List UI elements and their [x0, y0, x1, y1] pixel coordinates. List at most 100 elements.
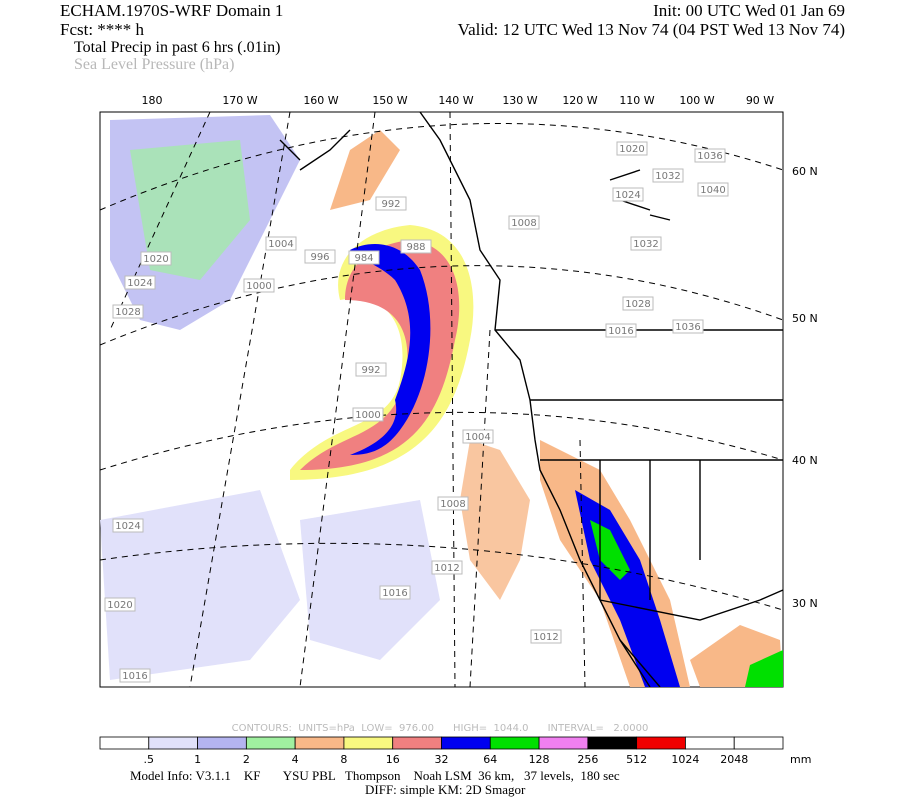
contour-label-box — [622, 296, 654, 311]
longitude-label: 90 W — [746, 94, 774, 107]
forecast-hour: Fcst: **** h — [60, 20, 145, 39]
field-name: Total Precip in past 6 hrs (.01in) — [74, 39, 280, 56]
colorbar-swatch — [636, 736, 686, 750]
contour-label-box — [243, 278, 275, 293]
contour-label-box — [124, 275, 156, 290]
contour-label: 1016 — [382, 588, 407, 599]
colorbar-label: 256 — [577, 753, 598, 766]
colorbar-swatch — [441, 736, 491, 750]
contour-label-box — [112, 518, 144, 533]
precip-field — [100, 115, 783, 687]
contour-label: 992 — [361, 365, 380, 376]
colorbar-swatch — [538, 736, 589, 750]
longitude-label: 120 W — [562, 94, 597, 107]
contour-label: 1012 — [434, 563, 459, 574]
contour-label: 1012 — [533, 632, 558, 643]
map: 984 988 992 996 1004 1000 1020 1024 1028 1008 992 1… — [99, 94, 818, 688]
contour-label: 1032 — [633, 239, 658, 250]
contour-label-box — [112, 304, 144, 319]
contour-label-box — [508, 215, 540, 230]
latitude-label: 40 N — [792, 454, 818, 467]
contour-label-box — [379, 585, 411, 600]
contour-label-box — [104, 597, 136, 612]
contour-label: 1028 — [625, 299, 650, 310]
colorbar-swatch — [294, 736, 345, 750]
contour-label: 1020 — [107, 600, 132, 611]
contour-label: 1036 — [697, 151, 722, 162]
latitude-label: 30 N — [792, 597, 818, 610]
colorbar-label: 512 — [626, 753, 647, 766]
contour-label-box — [355, 362, 387, 377]
colorbar-label: 64 — [483, 753, 497, 766]
contour-label: 1004 — [465, 432, 490, 443]
latitude-label: 60 N — [792, 165, 818, 178]
contour-label: 1008 — [511, 218, 536, 229]
colorbar-label: 1024 — [671, 753, 699, 766]
contour-label: 1028 — [115, 307, 140, 318]
model-info: DIFF: simple KM: 2D Smagor — [365, 782, 526, 797]
contour-label-box — [140, 251, 172, 266]
colorbar-label: 1 — [194, 753, 201, 766]
contour-label-box — [672, 319, 704, 334]
contour-label-box — [630, 236, 662, 251]
contour-label-box — [119, 668, 151, 683]
longitude-label: 170 W — [222, 94, 257, 107]
longitude-label: 110 W — [619, 94, 654, 107]
colorbar-swatch — [99, 736, 150, 750]
contour-label: 1036 — [675, 322, 700, 333]
model-title: ECHAM.1970S-WRF Domain 1 — [60, 1, 283, 20]
contour-label: 1024 — [615, 190, 640, 201]
colorbar-swatch — [392, 736, 442, 750]
contour-label: 1032 — [655, 171, 680, 182]
colorbar-swatch — [197, 736, 247, 750]
colorbar-label: 2 — [243, 753, 250, 766]
colorbar-label: .5 — [144, 753, 155, 766]
contour-label: 1016 — [122, 671, 147, 682]
colorbar-label: 2048 — [720, 753, 748, 766]
contour-label-box — [304, 249, 336, 264]
contour-label: 1000 — [355, 410, 380, 421]
colorbar-label: 8 — [340, 753, 347, 766]
contour-label-box — [694, 148, 726, 163]
model-info: Model Info: V3.1.1 KF YSU PBL Thompson N… — [130, 768, 620, 783]
contour-label: 1016 — [608, 326, 633, 337]
contour-label: 1008 — [440, 499, 465, 510]
longitude-label: 160 W — [303, 94, 338, 107]
contour-label: 988 — [406, 242, 425, 253]
colorbar-swatch — [587, 736, 638, 750]
contour-label-box — [652, 168, 684, 183]
contour-label-box — [605, 323, 637, 338]
colorbar-swatch — [245, 736, 296, 750]
contour-label-box — [375, 196, 407, 211]
contour-label: 1020 — [143, 254, 168, 265]
colorbar-swatch — [733, 736, 784, 750]
contour-label: 1020 — [619, 144, 644, 155]
colorbar-label: 4 — [292, 753, 299, 766]
colorbar-swatch — [343, 736, 394, 750]
contour-label-box — [437, 496, 469, 511]
contour-label: 1004 — [268, 239, 293, 250]
contour-label-box — [352, 407, 384, 422]
colorbar-unit: mm — [790, 753, 811, 766]
longitude-label: 100 W — [679, 94, 714, 107]
contour-label-box — [265, 236, 297, 251]
contour-label-box — [462, 429, 494, 444]
contour-label-box — [431, 560, 463, 575]
valid-time: Valid: 12 UTC Wed 13 Nov 74 (04 PST Wed … — [458, 20, 845, 39]
contour-label: 984 — [354, 253, 373, 264]
contour-label-box — [348, 250, 380, 265]
colorbar: .5 1 2 4 8 16 32 64 128 256 512 1024 2048 mm — [99, 736, 811, 766]
contour-label: 996 — [310, 252, 329, 263]
contour-label: 1040 — [700, 185, 725, 196]
contour-label-box — [400, 239, 432, 254]
colorbar-swatch — [489, 736, 540, 750]
contour-label: 1000 — [246, 281, 271, 292]
latitude-label: 50 N — [792, 312, 818, 325]
contour-label-box — [612, 187, 644, 202]
colorbar-label: 128 — [529, 753, 550, 766]
longitude-label: 140 W — [438, 94, 473, 107]
field-name: Sea Level Pressure (hPa) — [74, 56, 234, 73]
coastline — [279, 111, 784, 688]
contour-label: 992 — [381, 199, 400, 210]
